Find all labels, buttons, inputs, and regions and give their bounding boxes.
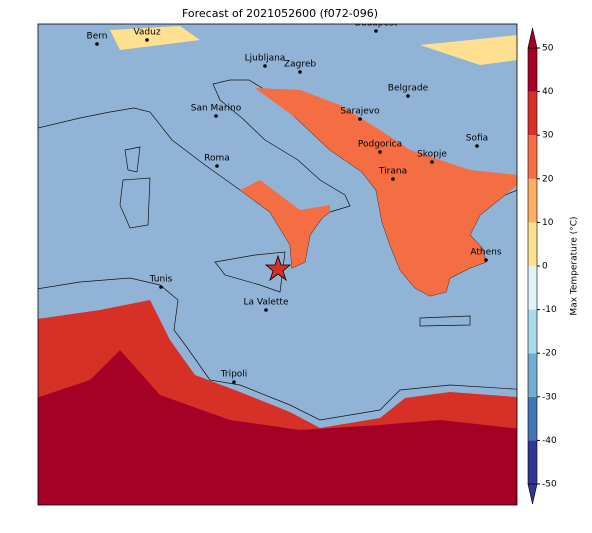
- city-label: La Valette: [244, 298, 289, 308]
- city-dot: [232, 380, 236, 384]
- city-label: Skopje: [417, 150, 447, 160]
- colorbar-tick-label: 50: [542, 44, 554, 54]
- city-label: Athens: [470, 248, 501, 258]
- colorbar-extend-bottom: [527, 483, 538, 505]
- map-frame: [37, 23, 518, 506]
- city-dot: [214, 114, 218, 118]
- hottest-zone: [38, 350, 517, 505]
- city-dot: [391, 177, 395, 181]
- colorbar-tick-label: 20: [542, 174, 554, 184]
- colorbar-tick-label: 10: [542, 218, 554, 228]
- city-label: San Marino: [191, 104, 242, 114]
- sicily: [214, 251, 286, 293]
- title: Forecast of 2021052600 (f072-096): [182, 7, 378, 20]
- colorbar-tick-label: -40: [542, 436, 557, 446]
- city-dot: [374, 29, 378, 33]
- city-label: Ljubljana: [245, 54, 286, 64]
- cool-zone: [110, 26, 517, 65]
- etna-marker: [264, 254, 292, 282]
- city-label: Sofia: [466, 134, 488, 144]
- city-dot: [264, 308, 268, 312]
- crete: [419, 315, 471, 327]
- city-label: Bern: [87, 32, 108, 42]
- colorbar-tick-label: 0: [542, 262, 548, 272]
- city-label: Vaduz: [133, 28, 160, 38]
- city-dot: [475, 144, 479, 148]
- colorbar-band: [528, 135, 537, 179]
- city-label: Belgrade: [388, 84, 429, 94]
- city-label: Zagreb: [284, 60, 316, 70]
- city-dot: [263, 64, 267, 68]
- city-dot: [430, 160, 434, 164]
- city-dot: [159, 285, 163, 289]
- city-dot: [215, 164, 219, 168]
- colorbar-band: [528, 222, 537, 266]
- colorbar-band: [528, 266, 537, 310]
- colorbar-tick-label: -20: [542, 349, 557, 359]
- africa: [38, 277, 517, 421]
- city-dot: [145, 38, 149, 42]
- city-label: Tunis: [149, 275, 173, 285]
- sardinia: [119, 177, 151, 229]
- colorbar-band: [528, 440, 537, 484]
- city-label: Tripoli: [220, 370, 248, 380]
- warm-zone: [255, 88, 517, 296]
- colorbar-band: [528, 91, 537, 136]
- colorbar-tick-label: -30: [542, 392, 557, 402]
- warm-zone: [240, 180, 330, 268]
- city-dot: [298, 70, 302, 74]
- colorbar-extend-top: [527, 27, 538, 49]
- city-label: Podgorica: [358, 140, 402, 150]
- colorbar-label: Max Temperature (°C): [570, 216, 580, 315]
- colorbar-band: [528, 48, 537, 92]
- colorbar-tick-label: 30: [542, 131, 554, 141]
- city-dot: [484, 258, 488, 262]
- city-label: Sarajevo: [340, 107, 380, 117]
- city-label: Budapest: [355, 19, 398, 29]
- city-dot: [406, 94, 410, 98]
- city-dot: [378, 150, 382, 154]
- colorbar-band: [528, 309, 537, 354]
- corsica: [124, 146, 141, 173]
- colorbar-band: [528, 396, 537, 441]
- colorbar-band: [528, 353, 537, 397]
- colorbar-tick-label: -10: [542, 305, 557, 315]
- city-label: Tirana: [378, 167, 407, 177]
- city-label: Roma: [204, 154, 230, 164]
- city-dot: [95, 42, 99, 46]
- city-dot: [358, 117, 362, 121]
- colorbar-tick-label: -50: [542, 480, 557, 490]
- colorbar-tick-label: 40: [542, 87, 554, 97]
- colorbar-band: [528, 178, 537, 223]
